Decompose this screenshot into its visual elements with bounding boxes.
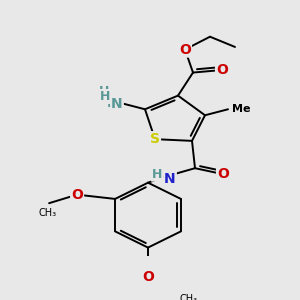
Text: CH₃: CH₃ (180, 294, 198, 300)
Text: N: N (107, 96, 119, 110)
Text: methoxy: methoxy (45, 180, 82, 189)
Text: H: H (152, 168, 162, 181)
Text: O: O (71, 188, 83, 202)
Text: O: O (179, 43, 191, 56)
Text: CH₃: CH₃ (38, 208, 56, 218)
Text: N: N (111, 97, 123, 111)
Text: Me: Me (232, 104, 250, 114)
Text: O: O (217, 167, 229, 181)
Text: H: H (99, 85, 109, 98)
Text: O: O (216, 63, 228, 77)
Text: N: N (164, 172, 176, 186)
Text: S: S (150, 132, 160, 146)
Text: H: H (100, 90, 110, 103)
Text: O: O (142, 271, 154, 284)
